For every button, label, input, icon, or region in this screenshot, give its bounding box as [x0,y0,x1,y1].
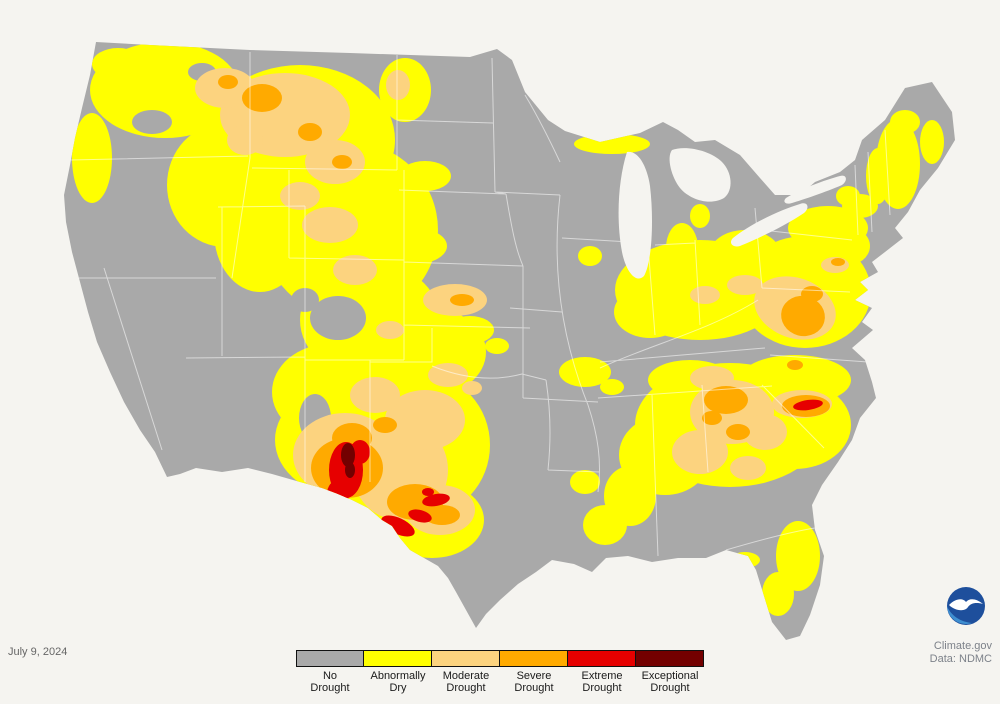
legend-item-exceptional-drought: Exceptional Drought [636,650,704,694]
lake-michigan [618,151,652,279]
legend-label-moderate-drought: Moderate Drought [442,670,490,694]
legend-item-abnormally-dry: Abnormally Dry [364,650,432,694]
legend-swatch-exceptional-drought [636,650,704,667]
noaa-logo-icon [946,586,986,626]
legend-item-extreme-drought: Extreme Drought [568,650,636,694]
attribution-data: Data: NDMC [929,653,992,665]
lake-huron [669,148,731,202]
state-borders [64,52,891,557]
legend-label-severe-drought: Severe Drought [514,670,554,694]
great-lakes [618,148,846,279]
legend-swatch-moderate-drought [432,650,500,667]
attribution-source: Climate.gov [933,640,992,652]
legend-item-severe-drought: Severe Drought [500,650,568,694]
legend-swatch-severe-drought [500,650,568,667]
lake-ontario [784,175,846,204]
drought-layer-exceptional [341,443,355,478]
legend-label-exceptional-drought: Exceptional Drought [641,670,699,694]
legend-swatch-no-drought [296,650,364,667]
legend-swatch-abnormally-dry [364,650,432,667]
legend-label-no-drought: No Drought [310,670,350,694]
legend-label-abnormally-dry: Abnormally Dry [370,670,426,694]
drought-legend: No Drought Abnormally Dry Moderate Droug… [296,650,704,694]
legend-swatch-extreme-drought [568,650,636,667]
lake-erie [730,203,808,247]
legend-item-no-drought: No Drought [296,650,364,694]
legend-item-moderate-drought: Moderate Drought [432,650,500,694]
attribution: Climate.gov Data: NDMC [930,640,992,666]
map-date: July 9, 2024 [8,646,68,658]
legend-label-extreme-drought: Extreme Drought [581,670,623,694]
